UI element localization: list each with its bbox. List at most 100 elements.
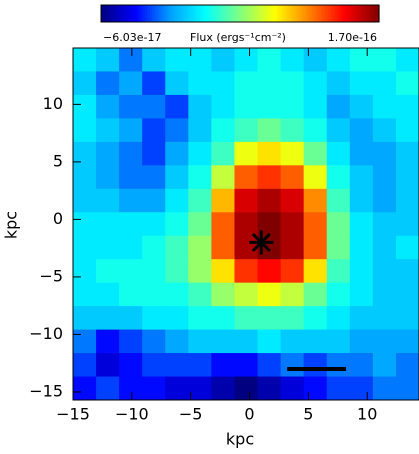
colorbar-segment [341, 5, 345, 22]
colorbar-segment [302, 5, 306, 22]
colorbar-segment [179, 5, 183, 22]
colorbar-segment [117, 5, 121, 22]
y-tick-label: 0 [53, 209, 63, 228]
colorbar-segment [186, 5, 190, 22]
heatmap-cell [165, 329, 189, 354]
heatmap-cell [96, 118, 120, 143]
heatmap-cell [96, 306, 120, 331]
colorbar-segment [145, 5, 148, 22]
colorbar-segment [267, 5, 271, 22]
heatmap-cell [188, 306, 212, 331]
heatmap-cell [234, 329, 259, 354]
heatmap-cell [372, 353, 397, 378]
heatmap-cell [349, 376, 374, 401]
heatmap-cell [280, 353, 305, 378]
heatmap-cell [165, 48, 189, 72]
colorbar-segment [337, 5, 341, 22]
heatmap-cell [188, 118, 212, 143]
heatmap-cell [349, 71, 374, 96]
colorbar-segment [304, 5, 308, 22]
heatmap-cell [234, 259, 259, 284]
heatmap-cell [395, 282, 419, 307]
y-tick-label: 10 [43, 94, 63, 113]
heatmap-cell [257, 306, 282, 331]
colorbar-segment [128, 5, 132, 22]
colorbar-segment [237, 5, 241, 22]
colorbar-segment [284, 5, 287, 22]
heatmap-cell [395, 235, 419, 260]
heatmap-cell [303, 118, 328, 143]
heatmap-cell [303, 329, 328, 354]
colorbar-segment [156, 5, 160, 22]
colorbar-segment [307, 5, 311, 22]
heatmap-cell [326, 282, 351, 307]
heatmap-cell [234, 212, 259, 237]
heatmap-cell [234, 118, 259, 143]
x-axis-label: kpc [226, 430, 254, 449]
colorbar-segment [372, 5, 375, 22]
heatmap-cell [372, 306, 397, 331]
colorbar-segment [272, 5, 276, 22]
heatmap-cell [119, 48, 143, 72]
colorbar-segment [202, 5, 206, 22]
heatmap-cell [303, 376, 328, 401]
colorbar-segment [195, 5, 199, 22]
colorbar-segment [154, 5, 158, 22]
heatmap-cell [142, 141, 166, 166]
heatmap-cell [395, 353, 419, 378]
heatmap-cell [349, 353, 374, 378]
heatmap-cell [280, 259, 305, 284]
heatmap-cell [142, 118, 166, 143]
heatmap-cell [96, 212, 120, 237]
colorbar-segment [233, 5, 236, 22]
colorbar-segment [198, 5, 202, 22]
heatmap-cell [395, 329, 419, 354]
heatmap-cell [372, 165, 397, 190]
heatmap-cell [372, 48, 397, 72]
colorbar-segment [212, 5, 216, 22]
heatmap-cell [96, 71, 120, 96]
heatmap-cell [349, 165, 374, 190]
colorbar-segment [330, 5, 334, 22]
colorbar-segment [219, 5, 223, 22]
heatmap-cell [257, 353, 282, 378]
colorbar-segment [149, 5, 153, 22]
heatmap-cell [142, 212, 166, 237]
heatmap-cell [119, 188, 143, 213]
colorbar-segment [182, 5, 185, 22]
colorbar-frame [100, 4, 380, 23]
heatmap-cell [280, 141, 305, 166]
colorbar-segment [107, 5, 111, 22]
colorbar-segment [135, 5, 139, 22]
colorbar-segment [297, 5, 301, 22]
colorbar-segment [105, 5, 109, 22]
colorbar-segment [242, 5, 246, 22]
colorbar-segment [279, 5, 283, 22]
colorbar-segment [223, 5, 227, 22]
colorbar-segment [172, 5, 176, 22]
heatmap-cell [372, 188, 397, 213]
heatmap-cell [234, 94, 259, 119]
heatmap-cell [257, 94, 282, 119]
heatmap-cell [372, 329, 397, 354]
colorbar-segment [121, 5, 125, 22]
heatmap-cell [119, 141, 143, 166]
colorbar-segment [251, 5, 255, 22]
heatmap-cell [96, 94, 120, 119]
colorbar-segment [281, 5, 285, 22]
heatmap-cell [395, 376, 419, 401]
heatmap-cell [326, 353, 351, 378]
heatmap-cell [234, 353, 259, 378]
colorbar-segment [332, 5, 336, 22]
heatmap-cell [349, 141, 374, 166]
colorbar-segment [147, 5, 151, 22]
heatmap-cell [96, 353, 120, 378]
heatmap-cell [349, 94, 374, 119]
heatmap-cell [73, 329, 97, 354]
colorbar-segment [258, 5, 262, 22]
heatmap-cell [303, 141, 328, 166]
heatmap-cell [257, 329, 282, 354]
colorbar-segment [295, 5, 299, 22]
colorbar-segment [177, 5, 181, 22]
colorbar-segment [369, 5, 373, 22]
